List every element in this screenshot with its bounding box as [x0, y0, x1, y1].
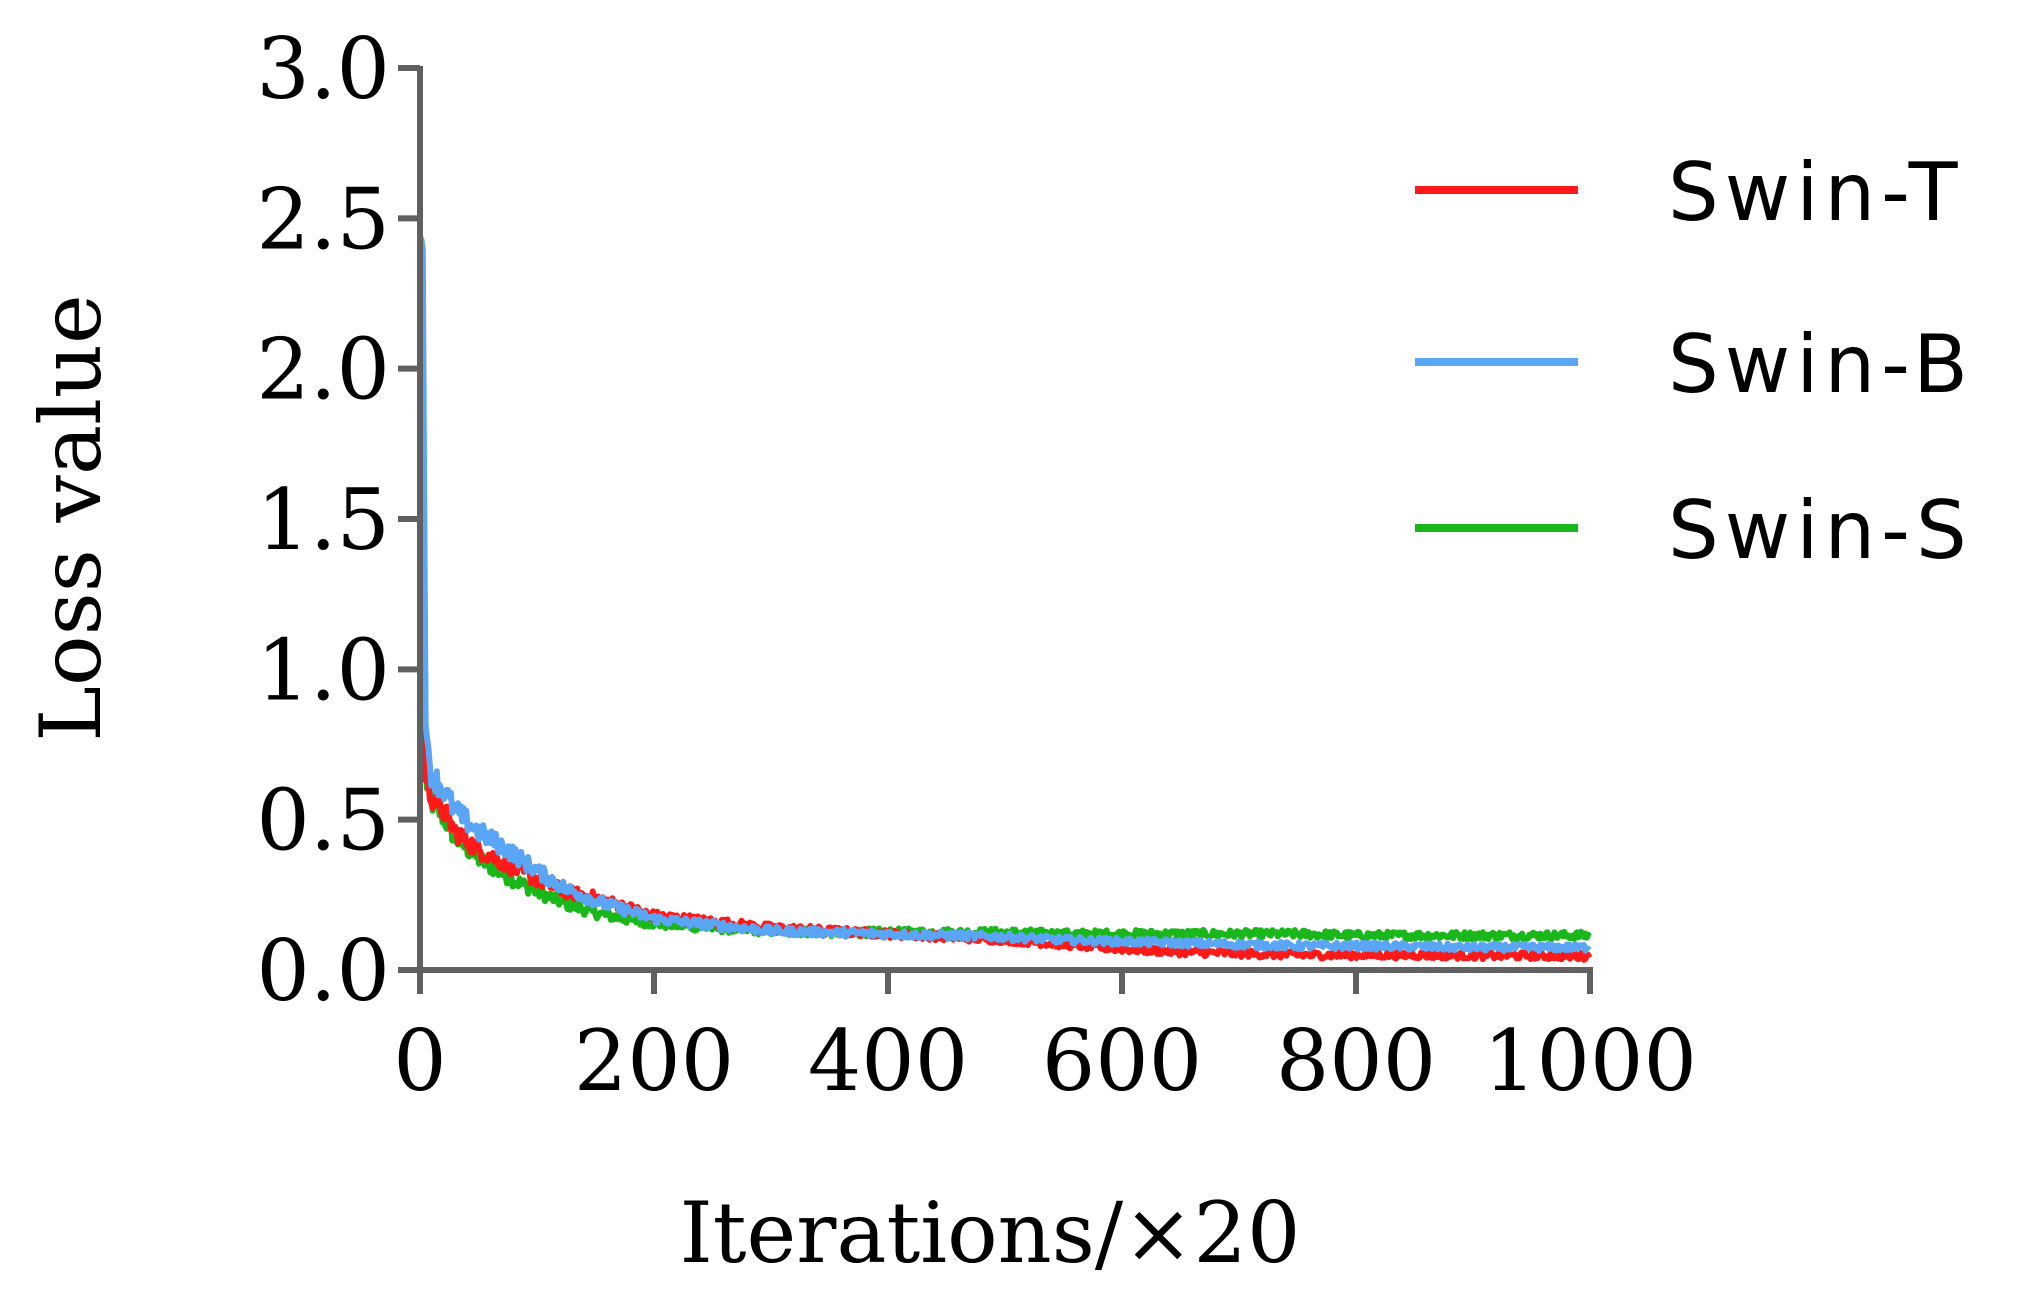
x-tick-label: 800 [1276, 1012, 1436, 1110]
y-tick-label: 0.0 [256, 922, 390, 1020]
legend-label-swin-t: Swin-T [1668, 146, 1964, 239]
y-tick-label: 2.5 [256, 170, 390, 268]
legend-label-swin-s: Swin-S [1668, 484, 1973, 577]
series-line-swin-b [417, 236, 1592, 954]
y-tick-label: 3.0 [256, 20, 390, 118]
legend: Swin-T Swin-B Swin-S [1415, 146, 1974, 577]
axes-layer: 0.0 0.5 1.0 1.5 2.0 2.5 3.0 0 200 400 600 800 1000 [256, 20, 1696, 1110]
x-tick-label: 1000 [1483, 1012, 1697, 1110]
y-tick-label: 0.5 [256, 772, 390, 870]
legend-label-swin-b: Swin-B [1668, 318, 1974, 411]
x-tick-label: 200 [574, 1012, 734, 1110]
x-axis-title: Iterations/×20 [680, 1184, 1301, 1282]
x-tick-label: 400 [808, 1012, 968, 1110]
y-axis-title: Loss value [22, 294, 120, 741]
x-tick-label: 600 [1042, 1012, 1202, 1110]
x-tick-label: 0 [393, 1012, 446, 1110]
y-tick-label: 2.0 [256, 321, 390, 419]
y-tick-label: 1.5 [256, 471, 390, 569]
series-layer [417, 236, 1593, 963]
y-tick-label: 1.0 [256, 621, 390, 719]
series-line-swin-s [417, 335, 1592, 943]
